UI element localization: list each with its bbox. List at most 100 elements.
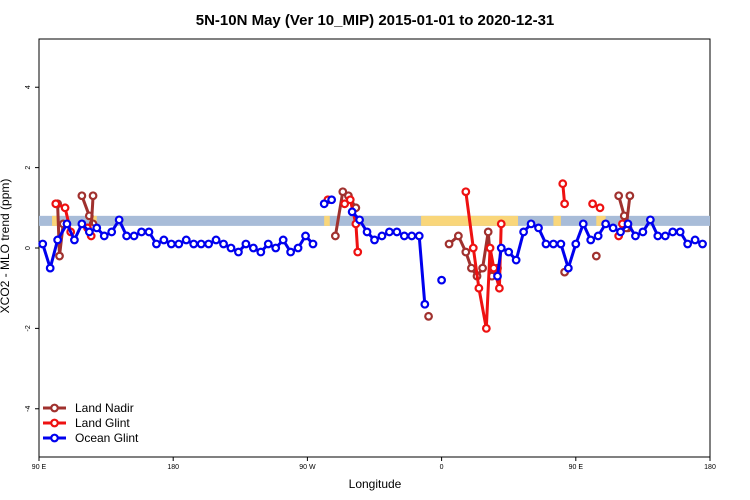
x-tick-label-2: 90 W: [299, 464, 316, 471]
y-tick-label-2: 0: [25, 246, 32, 250]
series-2-point-4-0: [493, 271, 502, 281]
series-2-point-2-7: [399, 231, 409, 241]
series-1-point-4-2: [474, 283, 484, 293]
series-2-point-4-19: [631, 231, 640, 241]
series-2-point-0-23: [211, 235, 221, 245]
land-band-segment-2: [324, 215, 330, 226]
series-0-point-7-0: [591, 251, 601, 261]
legend-marker-1: [50, 418, 59, 428]
y-axis-title: XCO2 - MLO trend (ppm): [0, 179, 12, 314]
x-axis-title: Longitude: [349, 477, 402, 491]
series-2-point-4-27: [690, 235, 700, 245]
series-2-point-4-4: [519, 227, 529, 237]
series-2-point-0-27: [241, 239, 251, 249]
legend-marker-0: [50, 403, 59, 413]
series-0-point-3-0: [330, 231, 340, 241]
legend-label-0: Land Nadir: [75, 401, 134, 415]
series-0-point-9-0: [625, 191, 635, 201]
series-2-point-3-0: [437, 275, 447, 285]
series-2-point-0-33: [286, 247, 296, 257]
series-2-point-4-1: [496, 243, 506, 253]
series-2-point-4-23: [660, 231, 670, 241]
series-1-point-3-3: [353, 247, 363, 257]
series-1-point-5-0: [558, 179, 568, 189]
legend-marker-2: [50, 433, 59, 443]
series-1-point-0-1: [60, 203, 70, 213]
series-0: [53, 187, 635, 321]
series-0-point-8-0: [614, 191, 624, 201]
series-2-point-2-4: [377, 231, 387, 241]
series-2-point-2-0: [347, 207, 357, 217]
series-0-point-5-1: [453, 231, 463, 241]
land-band-segment-5: [596, 215, 606, 226]
series-2-point-2-2: [362, 227, 372, 237]
series-2-point-2-9: [414, 231, 424, 241]
series-2-point-4-8: [549, 239, 558, 249]
series-1-point-4-1: [468, 243, 478, 253]
series-2-point-4-22: [653, 231, 663, 241]
series-1-point-6-1: [595, 203, 605, 213]
series-2-point-4-6: [534, 223, 543, 233]
series-2-point-0-20: [189, 239, 199, 249]
reference-band: [39, 215, 710, 226]
series-2-point-4-12: [578, 219, 588, 229]
series-1-point-4-6: [494, 283, 504, 293]
series-2-point-0-17: [166, 239, 176, 249]
x-tick-label-4: 90 E: [569, 464, 584, 471]
series-2-point-4-15: [601, 219, 611, 229]
series-2-point-4-21: [645, 215, 655, 225]
series-2-point-4-7: [541, 239, 551, 249]
series-2-point-4-24: [668, 227, 678, 237]
series-2-point-4-18: [623, 219, 633, 229]
series-2-point-0-36: [308, 239, 318, 249]
series-0-point-1-0: [77, 191, 87, 201]
series-2-point-0-21: [196, 239, 206, 249]
x-tick-label-5: 180: [704, 464, 716, 471]
series-2-point-0-25: [226, 243, 236, 253]
series-0-point-5-5: [478, 263, 488, 273]
series-0-point-5-0: [444, 239, 454, 249]
series-0-point-0-1: [55, 251, 64, 261]
series-0-line-2: [89, 195, 95, 228]
series-2-point-2-3: [370, 235, 379, 245]
series-2-point-0-10: [114, 215, 124, 225]
series-1-point-4-3: [481, 323, 491, 333]
x-axis: 90 E 180 90 W 0 90 E 180: [32, 457, 716, 471]
series-2-point-2-6: [392, 227, 402, 237]
series-2-point-2-5: [385, 227, 394, 237]
series-2-point-2-8: [407, 231, 417, 241]
series-2-point-0-19: [181, 235, 191, 245]
x-tick-label-1: 180: [167, 464, 179, 471]
y-tick-label-4: 4: [25, 85, 32, 89]
series-2-point-0-34: [293, 243, 303, 253]
series-0-point-4-0: [424, 311, 433, 321]
land-band-segment-4: [553, 215, 561, 226]
series-2-point-4-17: [616, 227, 625, 237]
series-2-point-0-12: [129, 231, 139, 241]
series-0-point-5-2: [461, 247, 471, 257]
series-2-point-4-13: [586, 235, 596, 245]
series-2-point-0-22: [204, 239, 214, 249]
chart-title: 5N-10N May (Ver 10_MIP) 2015-01-01 to 20…: [196, 12, 555, 29]
series-2-point-4-26: [683, 239, 693, 249]
series-layer: [38, 179, 707, 333]
series-0-point-3-1: [338, 187, 348, 197]
series-2-point-4-9: [556, 239, 566, 249]
series-2-point-4-28: [698, 239, 707, 249]
series-1-point-5-1: [560, 199, 570, 209]
series-2-point-0-5: [77, 219, 87, 229]
series-2-point-0-16: [159, 235, 169, 245]
series-2-point-0-9: [107, 227, 117, 237]
y-tick-label-1: -2: [25, 325, 32, 331]
series-1-point-6-0: [588, 199, 597, 209]
series-2-point-0-24: [219, 239, 228, 249]
series-1-point-3-1: [345, 195, 355, 205]
series-2-point-4-20: [638, 227, 648, 237]
series-2-point-0-3: [62, 219, 72, 229]
series-2-point-0-0: [38, 239, 48, 249]
series-2-point-2-1: [355, 215, 364, 225]
x-tick-label-3: 0: [440, 464, 444, 471]
plot-frame: [38, 38, 711, 458]
